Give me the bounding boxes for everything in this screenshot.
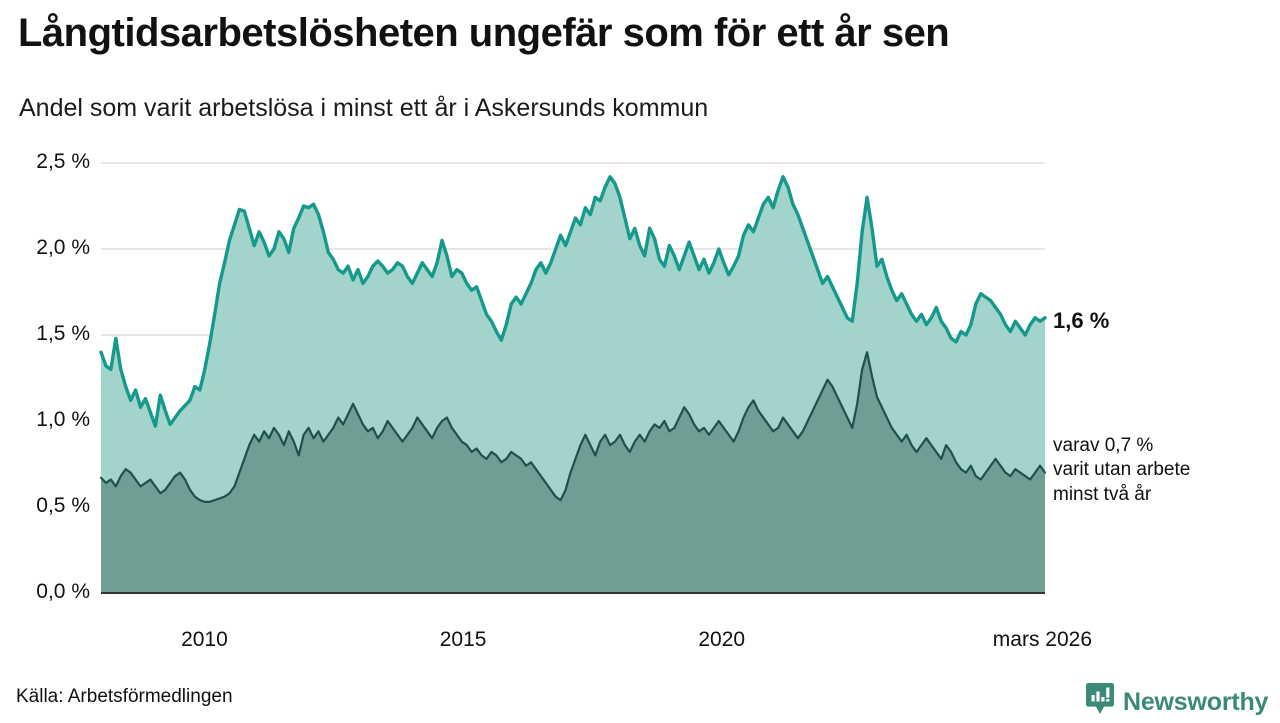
y-tick-label: 0,0 %: [36, 580, 90, 603]
y-tick-label: 1,5 %: [36, 322, 90, 345]
x-tick-label: 2020: [698, 628, 746, 651]
annotation-primary-value: 1,6 %: [1053, 308, 1110, 333]
x-tick-label: mars 2026: [992, 628, 1093, 651]
bars-bubble-svg: [1085, 683, 1115, 714]
source-note: Källa: Arbetsförmedlingen: [16, 686, 233, 707]
y-tick-label: 2,5 %: [36, 150, 90, 173]
y-tick-label: 0,5 %: [36, 494, 90, 517]
x-tick-label: 2015: [439, 628, 487, 651]
brand-name: Newsworthy: [1123, 688, 1269, 716]
y-tick-label: 2,0 %: [36, 236, 90, 259]
newsworthy-logo: Newsworthy: [1085, 682, 1268, 723]
annotation-secondary-line3: minst två år: [1053, 483, 1152, 505]
annotation-secondary-line1: varav 0,7 %: [1053, 435, 1154, 456]
annotation-secondary-line2: varit utan arbete: [1053, 459, 1191, 481]
page-subtitle: Andel som varit arbetslösa i minst ett å…: [19, 94, 709, 122]
x-tick-label: 2010: [181, 628, 228, 651]
y-tick-label: 1,0 %: [36, 408, 90, 431]
annotation-secondary: varav 0,7 % varit utan arbete minst två …: [1053, 434, 1190, 507]
newsworthy-bars-bubble-icon: [1085, 682, 1115, 723]
page-title: Långtidsarbetslösheten ungefär som för e…: [18, 11, 950, 55]
